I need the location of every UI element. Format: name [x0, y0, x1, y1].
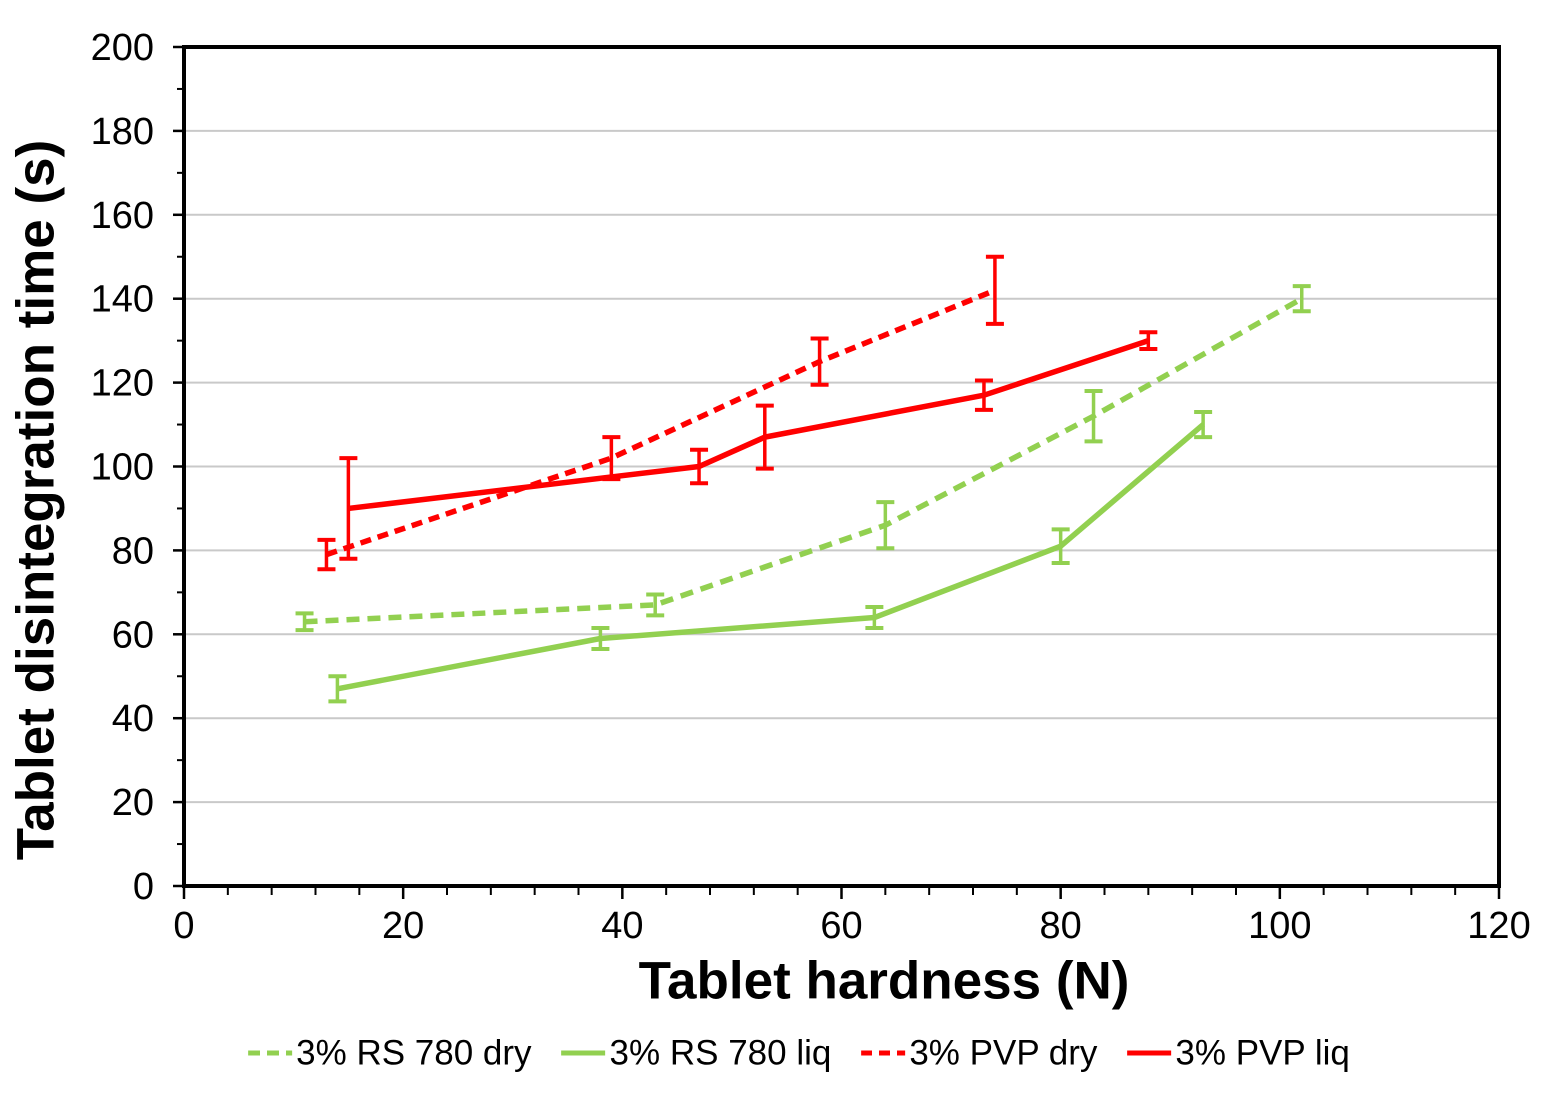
series-3-rs-780-dry — [295, 284, 1311, 633]
y-tick-label: 100 — [91, 447, 154, 489]
series-line-3-rs-780-liq — [336, 422, 1205, 692]
series-3-pvp-dry — [317, 254, 1004, 572]
x-tick-label: 40 — [601, 905, 643, 947]
legend-line-sample-green-solid — [561, 1050, 606, 1056]
legend-item-3-rs-780-dry: 3% RS 780 dry — [248, 1033, 532, 1073]
legend-line-sample-red-solid — [1127, 1050, 1172, 1056]
series-line-3-pvp-liq — [348, 338, 1150, 512]
y-tick-label: 160 — [91, 195, 154, 237]
x-tick-label: 80 — [1040, 905, 1082, 947]
x-tick-label: 0 — [173, 905, 194, 947]
y-tick-label: 200 — [91, 27, 154, 69]
legend-line-sample-green-dashed — [248, 1050, 293, 1056]
legend-item-3-pvp-dry: 3% PVP dry — [861, 1036, 1097, 1071]
y-tick-label: 80 — [112, 530, 154, 572]
y-tick-label: 140 — [91, 279, 154, 321]
y-tick-label: 0 — [133, 866, 154, 908]
y-axis-title: Tablet disintegration time (s) — [6, 139, 66, 861]
x-tick-label: 20 — [382, 905, 424, 947]
y-tick-label: 20 — [112, 782, 154, 824]
legend-label: 3% PVP dry — [909, 1033, 1098, 1073]
legend-label: 3% RS 780 dry — [296, 1033, 532, 1073]
y-tick-label: 60 — [112, 614, 154, 656]
legend-label: 3% RS 780 liq — [609, 1033, 832, 1073]
x-tick-label: 60 — [820, 905, 862, 947]
y-tick-label: 120 — [91, 363, 154, 405]
legend-line-sample-red-dashed — [861, 1050, 906, 1056]
legend-label: 3% PVP liq — [1175, 1033, 1350, 1073]
legend: 3% RS 780 dry 3% RS 780 liq 3% PVP dry 3… — [248, 1036, 1350, 1071]
series-line-3-pvp-dry — [325, 287, 996, 558]
x-tick-label: 120 — [1467, 905, 1530, 947]
series-3-rs-780-liq — [328, 409, 1213, 704]
legend-item-3-rs-780-liq: 3% RS 780 liq — [561, 1033, 832, 1073]
legend-item-3-pvp-liq: 3% PVP liq — [1127, 1033, 1350, 1073]
series-line-3-rs-780-dry — [304, 296, 1304, 625]
x-tick-label: 100 — [1248, 905, 1311, 947]
y-tick-label: 40 — [112, 698, 154, 740]
x-axis-title: Tablet hardness (N) — [638, 951, 1130, 1011]
plot-border — [182, 45, 1501, 888]
series-3-pvp-liq — [339, 330, 1158, 561]
y-tick-label: 180 — [91, 111, 154, 153]
